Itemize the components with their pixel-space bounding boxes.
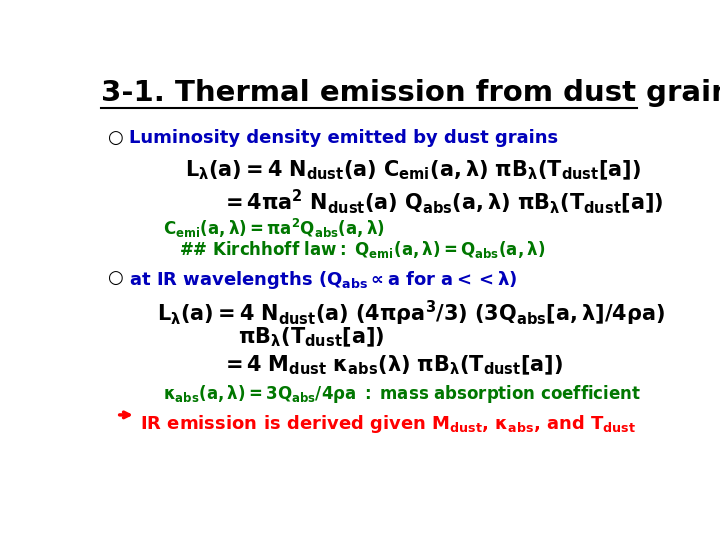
Text: $\mathbf{= 4\pi a^2\ N_{dust}(a)\ Q_{abs}(a,\lambda)\ \pi B_\lambda(T_{dust}[a]): $\mathbf{= 4\pi a^2\ N_{dust}(a)\ Q_{abs…	[221, 187, 664, 216]
Text: IR emission is derived given $\mathbf{M_{dust}}$, $\mathbf{\kappa_{abs}}$, and $: IR emission is derived given $\mathbf{M_…	[140, 413, 636, 435]
Text: $\mathbf{\pi B_\lambda(T_{dust}[a])}$: $\mathbf{\pi B_\lambda(T_{dust}[a])}$	[238, 326, 384, 349]
Text: $\mathbf{\#\#\ Kirchhoff\ law:\ Q_{emi}(a,\lambda) = Q_{abs}(a,\lambda)}$: $\mathbf{\#\#\ Kirchhoff\ law:\ Q_{emi}(…	[179, 239, 546, 260]
Text: 3-1. Thermal emission from dust grains: 3-1. Thermal emission from dust grains	[101, 79, 720, 107]
Text: at IR wavelengths ($\mathbf{Q_{abs} \propto a}$ for $\mathbf{a << \lambda}$): at IR wavelengths ($\mathbf{Q_{abs} \pro…	[129, 269, 518, 292]
Text: $\mathbf{= 4\ M_{dust}\ \kappa_{abs}(\lambda)\ \pi B_\lambda(T_{dust}[a])}$: $\mathbf{= 4\ M_{dust}\ \kappa_{abs}(\la…	[221, 354, 563, 377]
Text: $\mathbf{\kappa_{abs}(a,\lambda) = 3Q_{abs}/4\rho a\ :\ mass\ absorption\ coeffi: $\mathbf{\kappa_{abs}(a,\lambda) = 3Q_{a…	[163, 383, 641, 405]
Text: $\mathbf{L_\lambda(a) = 4\ N_{dust}(a)\ C_{emi}(a,\lambda)\ \pi B_\lambda(T_{dus: $\mathbf{L_\lambda(a) = 4\ N_{dust}(a)\ …	[185, 158, 641, 181]
Text: $\mathbf{L_\lambda(a) = 4\ N_{dust}(a)\ (4\pi\rho a^3/3)\ (3Q_{abs}[a,\lambda]/4: $\mathbf{L_\lambda(a) = 4\ N_{dust}(a)\ …	[157, 299, 665, 328]
Text: ○: ○	[107, 129, 122, 147]
Text: $\mathbf{C_{emi}(a,\lambda) = \pi a^2 Q_{abs}(a,\lambda)}$: $\mathbf{C_{emi}(a,\lambda) = \pi a^2 Q_…	[163, 217, 384, 240]
Text: Luminosity density emitted by dust grains: Luminosity density emitted by dust grain…	[129, 129, 558, 147]
Text: ○: ○	[107, 269, 122, 287]
